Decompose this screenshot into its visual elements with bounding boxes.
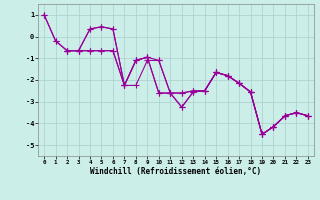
X-axis label: Windchill (Refroidissement éolien,°C): Windchill (Refroidissement éolien,°C) xyxy=(91,167,261,176)
